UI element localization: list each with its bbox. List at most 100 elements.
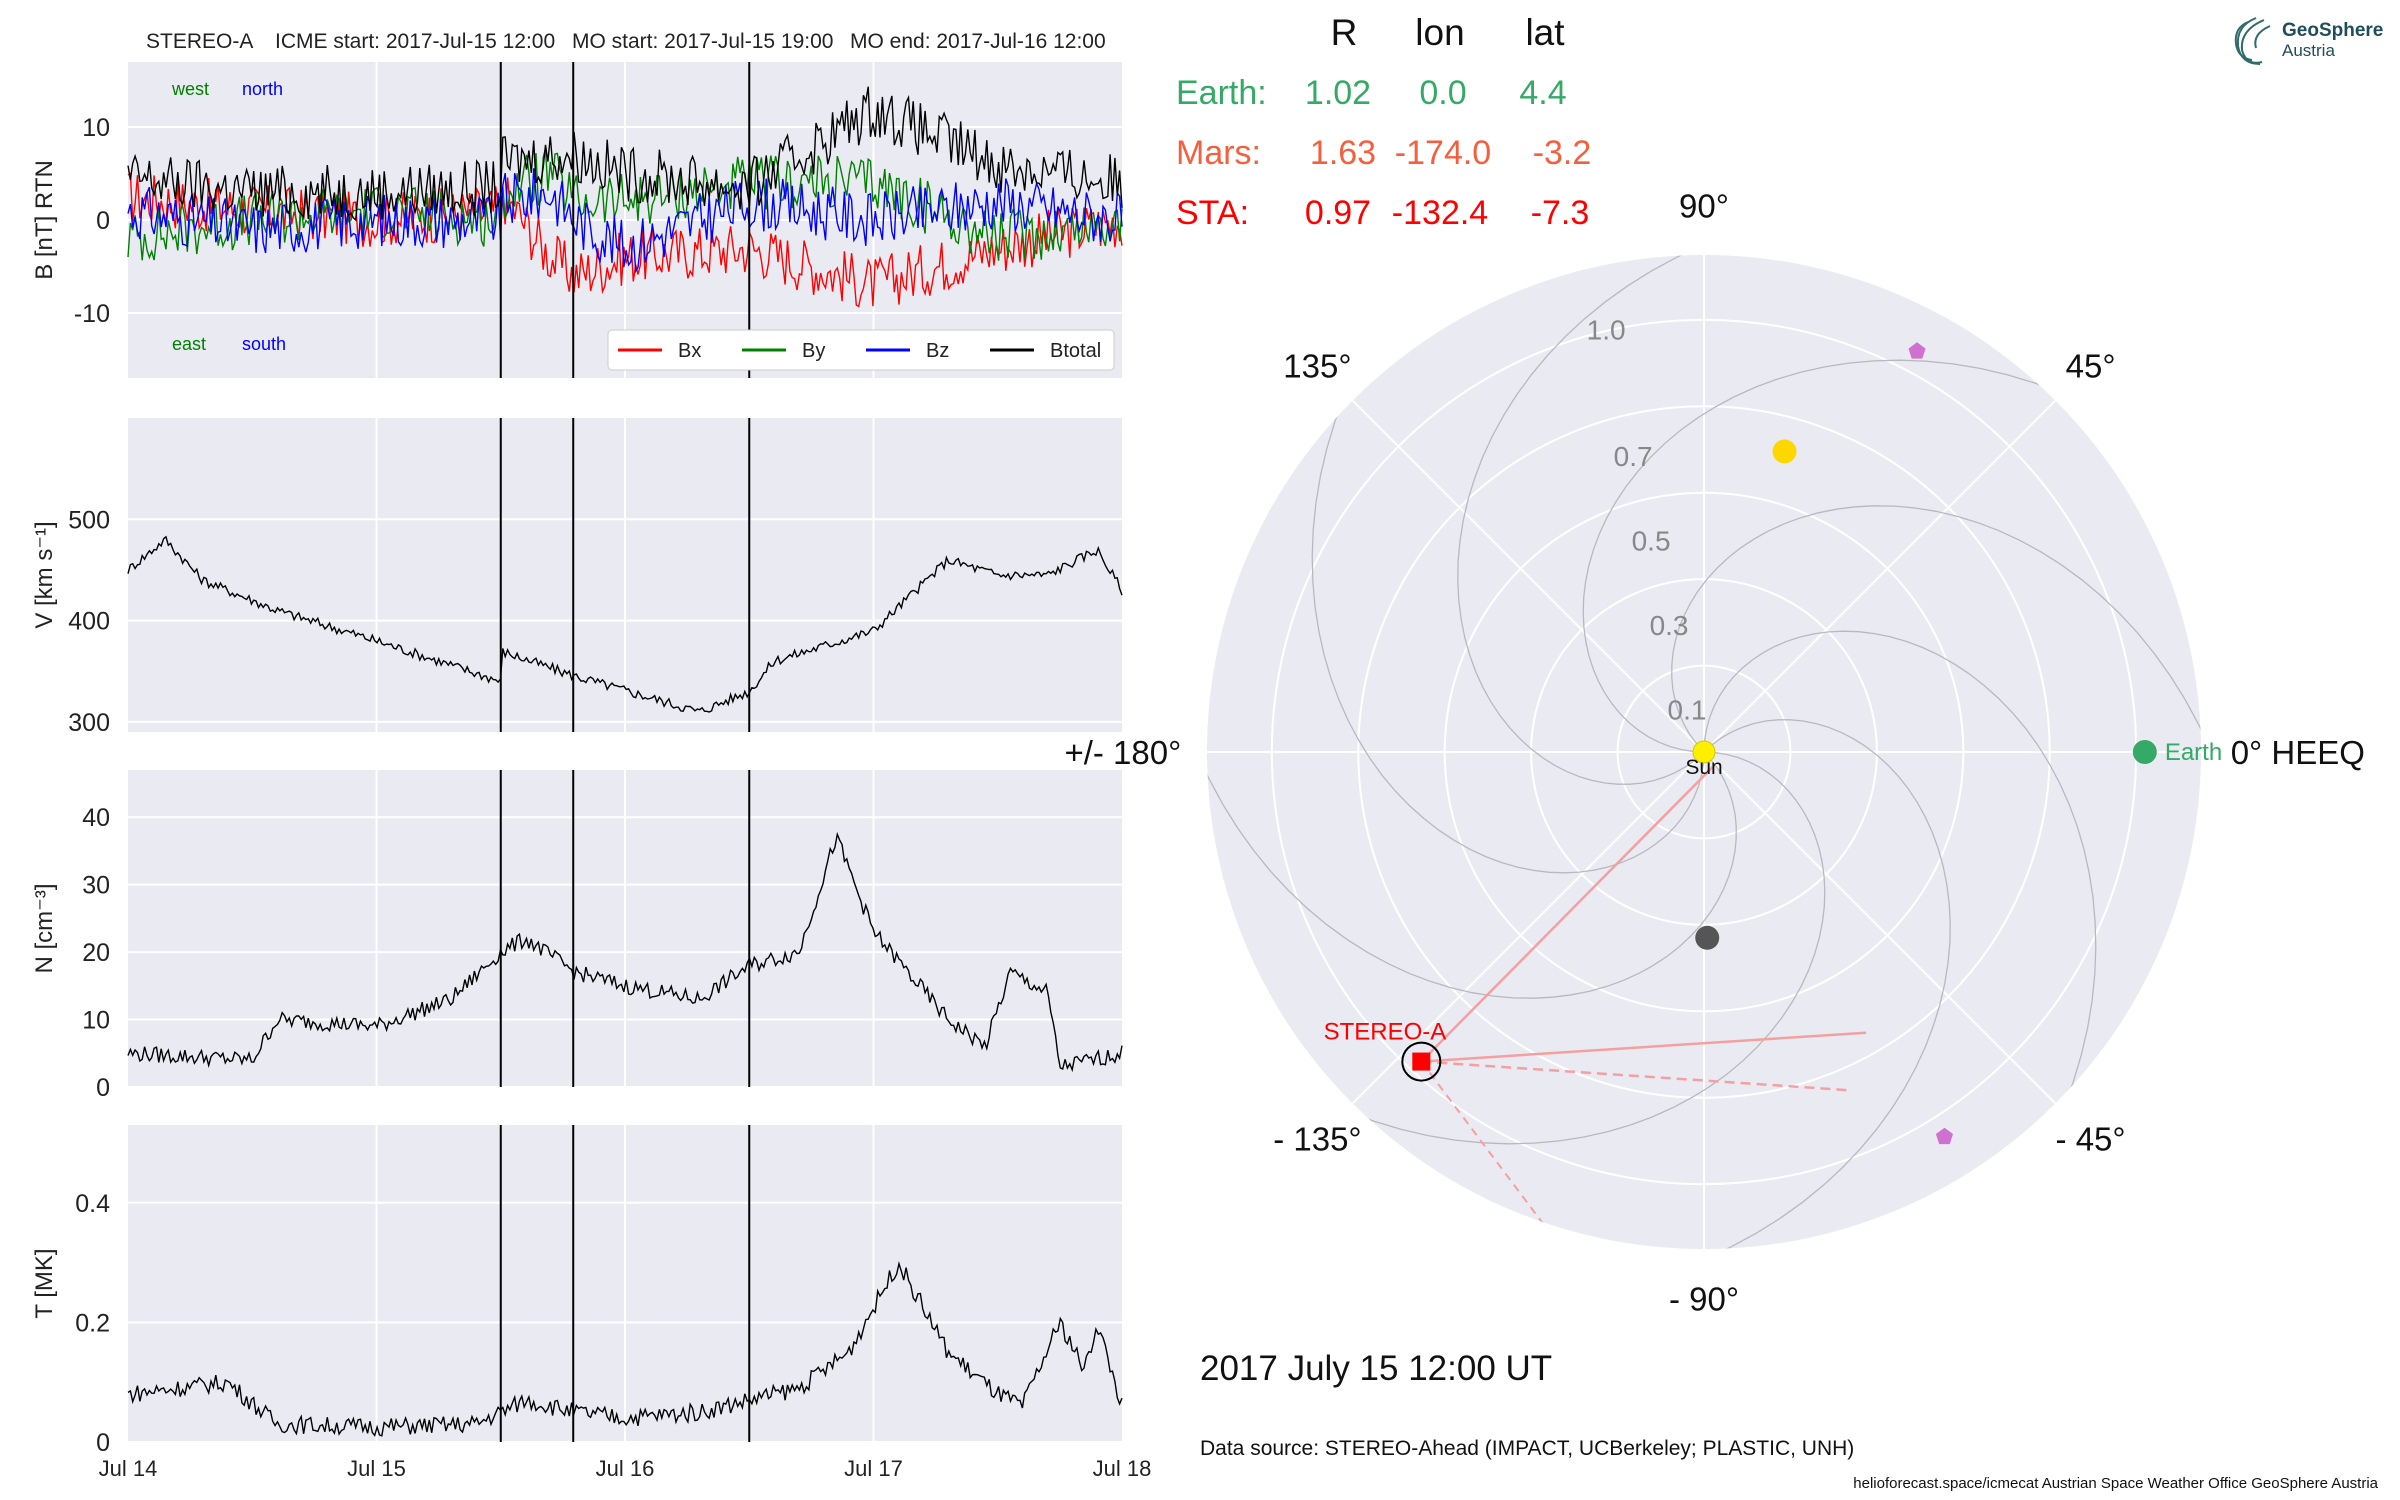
geosphere-logo: GeoSphere Austria <box>2234 17 2383 65</box>
logo-swirl-icon <box>2234 17 2271 65</box>
header-mo-start: MO start: 2017-Jul-15 19:00 <box>572 30 833 53</box>
cme-line <box>1420 766 1714 1063</box>
angle-label: 90° <box>1679 187 1729 224</box>
row-mars-lon: -174.0 <box>1395 134 1491 172</box>
row-sta-name: STA: <box>1176 194 1249 232</box>
parker-spiral <box>1207 719 1951 1249</box>
annotation-west: west <box>171 79 209 99</box>
table-header-r: R <box>1331 12 1358 53</box>
footer-credits: helioforecast.space/icmecat Austrian Spa… <box>1853 1475 2378 1492</box>
y-tick-label: -10 <box>74 300 110 328</box>
legend-box <box>607 329 1115 371</box>
radial-label: 0.7 <box>1614 441 1653 472</box>
polar-grid-radial <box>1351 399 1705 753</box>
angle-label: +/- 180° <box>1064 734 1181 771</box>
panel-1: 10 0 -10 B [nT] RTN <box>31 62 1123 378</box>
parker-spiral <box>1457 255 2201 785</box>
logo-line2: Austria <box>2282 41 2335 60</box>
parker-spiral <box>1311 255 1753 874</box>
angle-label: - 135° <box>1273 1121 1361 1158</box>
panel-4: 0.4 0.2 0 T [MK] <box>31 1125 1123 1457</box>
annotation-north: north <box>242 79 283 99</box>
y-axis-label: N [cm⁻³] <box>31 884 58 974</box>
panel-2: 500 400 300 V [km s⁻¹] <box>31 418 1123 737</box>
y-tick-label: 20 <box>82 939 110 967</box>
legend-label-btotal: Btotal <box>1050 340 1101 362</box>
y-tick-label: 40 <box>82 804 110 832</box>
solar-orbiter-marker <box>1935 1127 1953 1145</box>
cme-line <box>1421 1060 1848 1092</box>
y-axis-label: V [km s⁻¹] <box>31 521 58 628</box>
venus-marker <box>1772 439 1797 464</box>
y-tick-label: 0.4 <box>75 1190 110 1218</box>
earth-marker <box>2132 740 2157 764</box>
data-source: Data source: STEREO-Ahead (IMPACT, UCBer… <box>1200 1437 1854 1460</box>
annotation-south: south <box>242 334 286 354</box>
series-line-bz <box>127 168 1123 274</box>
y-tick-label: 0.2 <box>75 1309 110 1337</box>
x-tick-labels: Jul 14 Jul 15 Jul 16 Jul 17 Jul 18 <box>99 1456 1152 1481</box>
row-mars-name: Mars: <box>1176 134 1261 172</box>
series-line-n <box>127 831 1123 1073</box>
legend: Bx By Bz Btotal <box>607 329 1115 371</box>
header-spacecraft: STEREO-A <box>146 30 253 53</box>
x-tick-label: Jul 14 <box>99 1456 158 1481</box>
polar-grid-radial <box>1703 751 2057 1105</box>
series-line-btotal <box>127 86 1123 222</box>
annotation-east: east <box>172 334 206 354</box>
parker-spiral <box>1207 703 1826 1145</box>
time-series-panels: 10 0 -10 B [nT] RTN 500 400 300 V [km s⁻¹] 40 30 2… <box>31 62 1123 1457</box>
angle-label: 135° <box>1283 347 1351 384</box>
y-tick-label: 0 <box>96 207 110 235</box>
panel-3: 40 30 20 10 0 N [cm⁻³] <box>31 770 1123 1102</box>
row-earth-name: Earth: <box>1176 74 1267 112</box>
x-tick-label: Jul 16 <box>596 1456 655 1481</box>
legend-label-bx: Bx <box>678 340 701 362</box>
sta-ring <box>1401 1041 1442 1082</box>
parker-probe-marker <box>1908 342 1926 359</box>
sta-label: STEREO-A <box>1324 1019 1447 1046</box>
sun-marker <box>1692 740 1716 764</box>
sun-label: Sun <box>1685 756 1722 779</box>
y-axis-label: B [nT] RTN <box>31 160 58 280</box>
row-earth-r: 1.02 <box>1305 74 1371 112</box>
y-tick-label: 30 <box>82 872 110 900</box>
row-earth-lat: 4.4 <box>1519 74 1566 112</box>
polar-grid-radial <box>1703 399 2057 753</box>
row-sta-lon: -132.4 <box>1392 194 1488 232</box>
header-mo-end: MO end: 2017-Jul-16 12:00 <box>850 30 1106 53</box>
x-tick-label: Jul 15 <box>347 1456 406 1481</box>
series-line-v <box>127 535 1123 713</box>
y-tick-label: 10 <box>82 114 110 142</box>
angle-label: - 45° <box>2056 1121 2126 1158</box>
angle-label: 0° HEEQ <box>2231 734 2365 771</box>
logo-line1: GeoSphere <box>2282 20 2383 41</box>
angle-label: - 90° <box>1669 1281 1739 1318</box>
parker-spiral <box>1655 630 2097 1249</box>
y-axis-label: T [MK] <box>31 1248 58 1318</box>
radial-label: 0.5 <box>1632 526 1671 557</box>
row-mars-r: 1.63 <box>1310 134 1376 172</box>
row-earth-lon: 0.0 <box>1419 74 1466 112</box>
sta-marker <box>1412 1052 1431 1071</box>
row-mars-lat: -3.2 <box>1533 134 1592 172</box>
table-header-lat: lat <box>1525 12 1565 53</box>
y-tick-label: 0 <box>96 1429 110 1457</box>
y-tick-label: 10 <box>82 1007 110 1035</box>
y-tick-label: 300 <box>68 709 110 737</box>
x-tick-label: Jul 17 <box>844 1456 903 1481</box>
cme-line <box>1421 1031 1867 1063</box>
earth-label: Earth <box>2165 739 2222 766</box>
angle-label: 45° <box>2066 347 2116 384</box>
legend-label-by: By <box>802 340 825 362</box>
y-tick-label: 400 <box>68 608 110 636</box>
y-tick-label: 500 <box>68 506 110 534</box>
radial-label: 1.0 <box>1587 314 1626 345</box>
parker-spiral <box>1207 255 1737 999</box>
polar-inner <box>1207 255 2201 1249</box>
parker-spiral <box>1671 505 2201 1249</box>
series-line-t <box>127 1261 1123 1437</box>
header-icme-start: ICME start: 2017-Jul-15 12:00 <box>275 30 555 53</box>
x-tick-label: Jul 18 <box>1093 1456 1152 1481</box>
